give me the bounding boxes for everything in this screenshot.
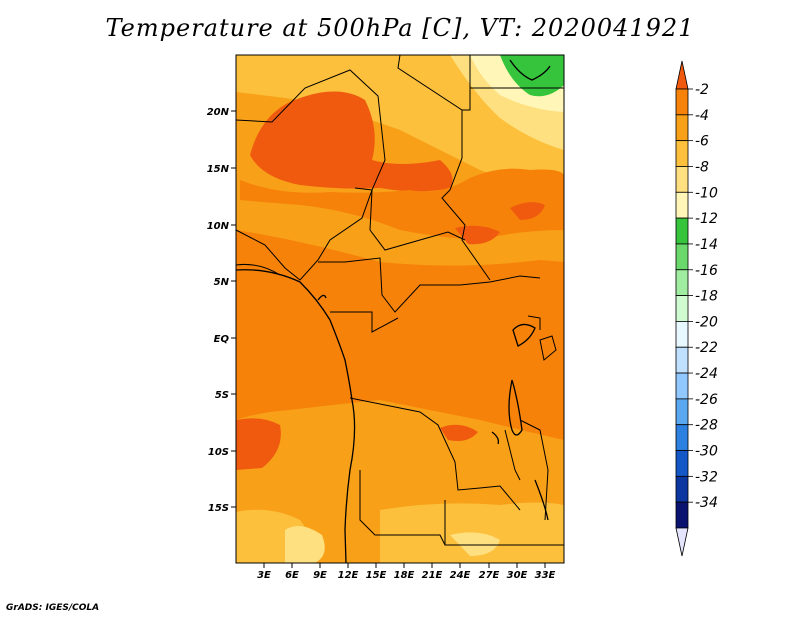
colorbar-swatch (675, 140, 689, 167)
lon-label: 6E (285, 570, 299, 581)
colorbar-swatch (675, 114, 689, 142)
colorbar-label: -26 (695, 392, 718, 408)
coastline (236, 59, 551, 563)
colorbar-label: -24 (695, 366, 718, 382)
lon-label: 15E (366, 570, 387, 581)
lon-labels: 3E 6E 9E 12E 15E 18E 21E 24E 27E 30E 33E (257, 570, 555, 581)
colorbar-swatch (675, 295, 689, 322)
lon-label: 30E (507, 570, 528, 581)
lon-label: 9E (313, 570, 327, 581)
colorbar-swatch (675, 166, 689, 193)
colorbar-swatch (675, 424, 689, 451)
colorbar-swatch (675, 475, 689, 503)
lat-label: EQ (214, 334, 230, 345)
lon-label: 27E (479, 570, 500, 581)
colorbar-swatch (675, 217, 689, 245)
colorbar-label: -18 (695, 289, 718, 305)
colorbar-swatch (675, 398, 689, 426)
colorbar-top-arrow (675, 60, 689, 90)
colorbar-label: -12 (695, 211, 718, 227)
colorbar-swatch (675, 269, 689, 296)
colorbar-label: -16 (695, 263, 718, 279)
colorbar-label: -34 (695, 495, 718, 511)
lon-label: 21E (422, 570, 443, 581)
colorbar-label: -10 (695, 185, 718, 201)
colorbar-label: -28 (695, 418, 718, 434)
lat-ticks (231, 110, 236, 508)
grads-credit: GrADS: IGES/COLA (6, 603, 100, 613)
lat-label: 15N (207, 164, 230, 175)
lon-label: 3E (257, 570, 271, 581)
lat-label: 10S (208, 447, 229, 458)
map-title: Temperature at 500hPa [C], VT: 202004192… (105, 14, 695, 42)
colorbar-label: -4 (695, 108, 709, 124)
lon-ticks (263, 563, 546, 568)
colorbar-swatch (675, 191, 689, 219)
colorbar-swatch (675, 346, 689, 374)
lat-labels: 20N 15N 10N 5N EQ 5S 10S 15S (207, 107, 230, 514)
colorbar-label: -2 (695, 82, 709, 98)
country-borders (236, 55, 564, 546)
colorbar-label: -32 (695, 469, 718, 485)
colorbar-label: -14 (695, 237, 718, 253)
temperature-field (236, 55, 564, 563)
lon-label: 12E (338, 570, 359, 581)
colorbar-swatch (675, 321, 689, 348)
colorbar-label: -22 (695, 340, 718, 356)
colorbar-swatch (675, 88, 689, 116)
lat-label: 20N (207, 107, 230, 118)
lat-label: 5N (214, 277, 230, 288)
lat-label: 10N (207, 221, 230, 232)
lon-label: 18E (394, 570, 415, 581)
colorbar-swatch (675, 501, 689, 529)
lon-label: 33E (535, 570, 556, 581)
colorbar-label: -6 (695, 134, 709, 150)
colorbar: -2 -4 -6 -8 -10 -12 -14 -16 -18 -20 -22 -24 -26 -28 -3… (675, 60, 718, 557)
lat-label: 15S (208, 503, 229, 514)
colorbar-label: -8 (695, 159, 709, 175)
colorbar-swatch (675, 243, 689, 271)
colorbar-swatch (675, 450, 689, 477)
colorbar-label: -20 (695, 314, 718, 330)
map-frame (235, 54, 565, 564)
colorbar-bottom-arrow (675, 527, 689, 557)
colorbar-swatch (675, 372, 689, 400)
colorbar-label: -30 (695, 444, 718, 460)
lat-label: 5S (215, 390, 229, 401)
lon-label: 24E (450, 570, 471, 581)
